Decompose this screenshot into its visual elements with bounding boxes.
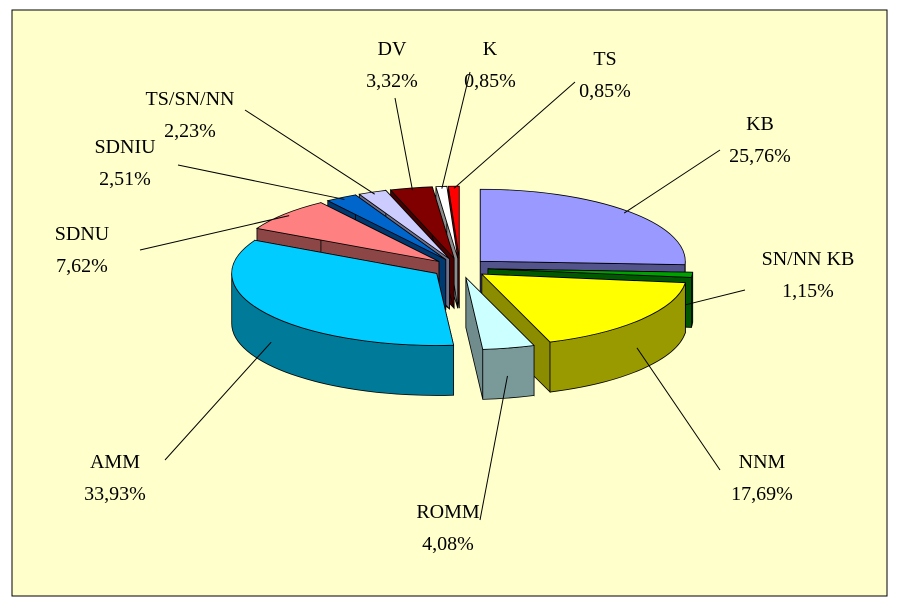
slice-top	[480, 273, 686, 343]
leader-line	[453, 81, 576, 189]
slice-value-label: 1,15%	[782, 280, 834, 302]
slice-wall	[691, 272, 694, 328]
slice-value-label: 33,93%	[84, 483, 146, 505]
leader-line	[139, 215, 290, 251]
slice-wall	[482, 345, 535, 400]
leader-line	[636, 347, 721, 471]
slice	[465, 276, 535, 400]
slice-label: AMM	[90, 451, 140, 473]
slice-label: DV	[378, 38, 407, 60]
slice-label: SDNU	[55, 223, 110, 245]
slice-label: SN/NN KB	[762, 248, 855, 270]
slice-label: K	[483, 38, 498, 60]
slice-top	[465, 276, 535, 350]
slice-value-label: 2,23%	[164, 120, 216, 142]
slice-top	[231, 239, 455, 346]
slice-top	[487, 268, 694, 278]
leader-line	[394, 97, 413, 191]
slice	[231, 239, 455, 396]
slice-top	[389, 186, 455, 259]
slice-value-label: 2,51%	[99, 168, 151, 190]
leader-line	[164, 341, 272, 461]
slice-value-label: 0,85%	[579, 80, 631, 102]
slice-value-label: 0,85%	[464, 70, 516, 92]
slice-label: SDNIU	[94, 136, 156, 158]
slice-label: NNM	[739, 451, 786, 473]
slice-value-label: 7,62%	[56, 255, 108, 277]
leader-line	[244, 109, 375, 195]
leader-line	[177, 164, 345, 200]
slice-label: TS/SN/NN	[146, 88, 235, 110]
slice-value-label: 25,76%	[729, 145, 791, 167]
slice-label: ROMM	[416, 501, 480, 523]
slice-top	[255, 202, 440, 262]
slice-top	[435, 185, 459, 259]
leader-line	[623, 149, 721, 214]
slice-top	[326, 194, 446, 260]
slice-value-label: 3,32%	[366, 70, 418, 92]
slice-label: TS	[593, 48, 616, 70]
slice-top	[479, 188, 686, 266]
leader-line	[479, 375, 508, 521]
leader-line	[685, 289, 746, 306]
leader-line	[441, 71, 471, 189]
slice-top	[447, 185, 460, 259]
slice-value-label: 17,69%	[731, 483, 793, 505]
slice-value-label: 4,08%	[422, 533, 474, 555]
slice-label: KB	[746, 113, 774, 135]
